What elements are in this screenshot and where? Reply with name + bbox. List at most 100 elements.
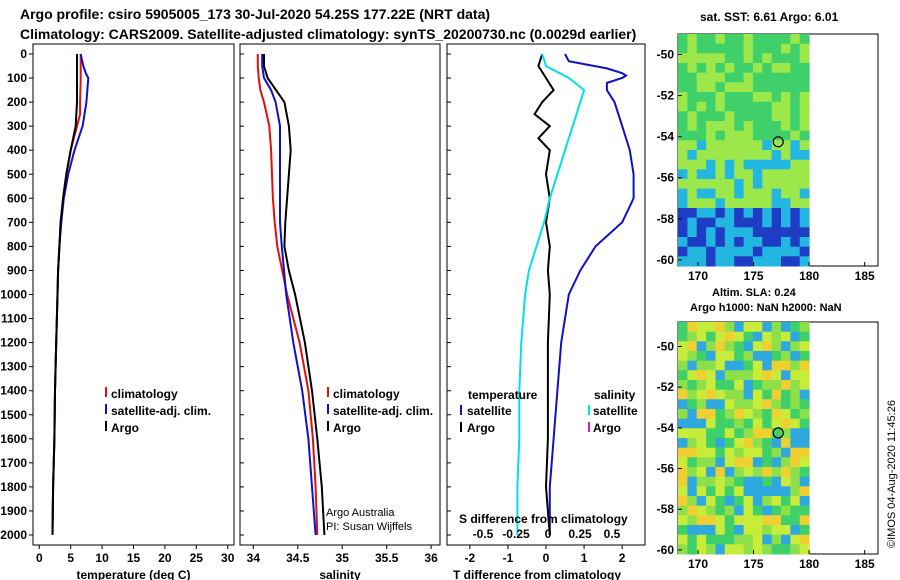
map-cell bbox=[743, 351, 754, 362]
map-cell bbox=[678, 505, 688, 516]
map-cell bbox=[781, 351, 791, 362]
map-cell bbox=[687, 331, 698, 342]
map-cell bbox=[706, 130, 716, 141]
map-cell bbox=[734, 476, 745, 487]
map-cell bbox=[752, 130, 763, 141]
map-cell bbox=[687, 409, 698, 420]
map-cell bbox=[771, 534, 782, 545]
map-cell bbox=[678, 188, 688, 199]
map-cell bbox=[799, 179, 810, 190]
map-cell bbox=[762, 380, 773, 391]
series-line-2-2 bbox=[261, 54, 317, 536]
map-cell bbox=[743, 476, 754, 487]
map-cell bbox=[799, 43, 810, 54]
map-cell bbox=[762, 34, 773, 45]
map-cell bbox=[715, 467, 726, 478]
map-cell bbox=[771, 467, 782, 478]
map-lat-label: -58 bbox=[657, 502, 675, 516]
map-cell bbox=[706, 169, 716, 180]
legend-label: Argo bbox=[333, 421, 361, 435]
map-cell bbox=[762, 130, 773, 141]
map-cell bbox=[799, 237, 810, 248]
map-cell bbox=[696, 438, 707, 449]
map-cell bbox=[743, 82, 754, 93]
map-cell bbox=[715, 331, 726, 342]
map-cell bbox=[706, 389, 716, 400]
map-cell bbox=[762, 208, 773, 219]
map-cell bbox=[752, 515, 763, 526]
map-cell bbox=[799, 256, 810, 267]
map-cell bbox=[771, 457, 782, 468]
map-cell bbox=[706, 72, 716, 83]
y-tick-label: 1500 bbox=[0, 408, 27, 422]
map-cell bbox=[696, 179, 707, 190]
map-cell bbox=[799, 428, 810, 439]
map-cell bbox=[696, 82, 707, 93]
map-cell bbox=[734, 198, 745, 209]
map-cell bbox=[762, 428, 773, 439]
map-cell bbox=[752, 217, 763, 228]
map-cell bbox=[678, 34, 688, 45]
map-cell bbox=[706, 111, 716, 122]
map-cell bbox=[687, 515, 698, 526]
map-cell bbox=[724, 380, 735, 391]
map-cell bbox=[687, 237, 698, 248]
map-cell bbox=[762, 217, 773, 228]
map-cell bbox=[790, 486, 801, 497]
map-cell bbox=[781, 101, 791, 112]
map-cell bbox=[724, 389, 735, 400]
map-cell bbox=[781, 447, 791, 458]
map-cell bbox=[790, 438, 801, 449]
map-cell bbox=[799, 198, 810, 209]
y-tick-label: 1200 bbox=[0, 336, 27, 350]
map-cell bbox=[771, 188, 782, 199]
map-cell bbox=[790, 331, 801, 342]
map-cell bbox=[790, 525, 801, 536]
map-cell bbox=[771, 179, 782, 190]
map-cell bbox=[752, 208, 763, 219]
map-cell bbox=[687, 457, 698, 468]
map-cell bbox=[752, 331, 763, 342]
map-cell bbox=[799, 246, 810, 257]
map-cell bbox=[715, 43, 726, 54]
y-tick-label: 1400 bbox=[0, 384, 27, 398]
map-cell bbox=[771, 525, 782, 536]
map-cell bbox=[696, 43, 707, 54]
map-cell bbox=[771, 198, 782, 209]
legend-label: temperature bbox=[468, 388, 538, 402]
map-cell bbox=[799, 227, 810, 238]
map-cell bbox=[762, 82, 773, 93]
y-tick-label: 900 bbox=[7, 263, 27, 277]
map-cell bbox=[771, 159, 782, 170]
map-cell bbox=[799, 159, 810, 170]
map-lon-label: 175 bbox=[744, 269, 764, 283]
map-cell bbox=[678, 476, 688, 487]
map-cell bbox=[752, 544, 763, 555]
legend-label: Argo bbox=[467, 421, 495, 435]
map-cell bbox=[771, 92, 782, 103]
map-cell bbox=[790, 82, 801, 93]
map-lat-label: -60 bbox=[657, 253, 675, 267]
map-cell bbox=[734, 418, 745, 429]
plot-frame-2 bbox=[239, 43, 441, 546]
map-cell bbox=[799, 544, 810, 555]
map-cell bbox=[790, 457, 801, 468]
map-cell bbox=[743, 525, 754, 536]
map-cell bbox=[678, 399, 688, 410]
map-cell bbox=[724, 140, 735, 151]
map-cell bbox=[752, 409, 763, 420]
map-cell bbox=[724, 515, 735, 526]
map-cell bbox=[715, 63, 726, 74]
map-cell bbox=[678, 322, 688, 333]
map-cell bbox=[696, 525, 707, 536]
map-cell bbox=[762, 505, 773, 516]
map-cell bbox=[734, 351, 745, 362]
map-cell bbox=[771, 256, 782, 267]
map-cell bbox=[743, 447, 754, 458]
map-cell bbox=[743, 198, 754, 209]
map-cell bbox=[790, 544, 801, 555]
map-cell bbox=[752, 34, 763, 45]
secondary-tick-label: 0.25 bbox=[568, 527, 592, 541]
map-cell bbox=[706, 467, 716, 478]
map-cell bbox=[724, 418, 735, 429]
